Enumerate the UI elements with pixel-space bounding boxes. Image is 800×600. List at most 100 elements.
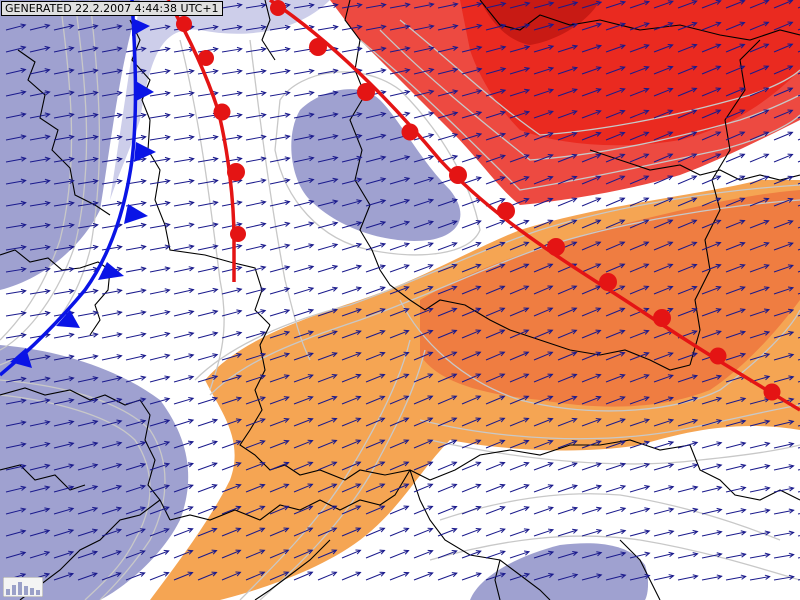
wind-arrow (533, 528, 555, 537)
wind-arrow (5, 376, 27, 383)
wind-arrow (317, 417, 338, 427)
border-line (19, 499, 161, 600)
wind-arrow (125, 462, 147, 471)
wind-arrow (725, 153, 746, 163)
wind-arrow (245, 2, 267, 9)
wind-arrow (581, 197, 602, 207)
wind-arrow (365, 220, 387, 229)
wind-arrow (53, 23, 75, 31)
wind-arrow (677, 441, 699, 449)
isoline (179, 39, 225, 391)
cold-front-symbols (10, 18, 156, 368)
wind-arrow (749, 87, 770, 97)
wind-arrow (437, 242, 458, 251)
wind-arrow (653, 241, 674, 251)
wind-arrow (341, 264, 363, 273)
wind-arrow (605, 307, 626, 317)
wind-arrow (77, 310, 99, 317)
wind-arrow (293, 243, 315, 251)
wind-arrow (221, 571, 242, 581)
wind-arrow (461, 220, 482, 229)
wind-arrow (509, 528, 530, 537)
wind-arrow (629, 241, 650, 251)
wind-arrow (29, 266, 51, 273)
wind-arrow (173, 484, 194, 493)
wind-arrow (389, 46, 411, 53)
wind-arrow (29, 354, 51, 361)
wind-arrow (341, 461, 362, 471)
wind-arrow (125, 134, 147, 141)
wind-arrow (77, 24, 99, 31)
legend-bars-icon[interactable] (3, 577, 43, 597)
wind-arrow (389, 351, 410, 361)
wind-arrow (53, 528, 75, 537)
wind-arrow (293, 374, 314, 383)
wind-arrow (581, 395, 602, 405)
wind-arrow (293, 90, 315, 97)
wind-arrow (173, 68, 195, 75)
wind-arrow (149, 178, 171, 185)
wind-arrow (77, 572, 98, 581)
wind-arrow (557, 417, 578, 427)
cold-front-triangle (124, 204, 148, 224)
wind-arrow (437, 329, 458, 339)
wind-arrow (725, 219, 746, 229)
wind-arrow (629, 529, 651, 537)
wind-arrow (341, 199, 363, 207)
wind-arrow (197, 24, 219, 31)
wind-arrow (341, 24, 363, 31)
wind-arrow (77, 112, 99, 119)
wind-arrow (5, 420, 27, 427)
wind-arrow (221, 287, 243, 295)
warm-front-semicircle (227, 163, 245, 181)
wind-arrow (533, 197, 554, 207)
wind-arrow (509, 154, 530, 163)
wind-arrow (77, 485, 99, 493)
wind-arrow (149, 266, 171, 273)
wind-arrow (725, 263, 746, 273)
wind-arrow (341, 571, 362, 581)
wind-arrow (197, 90, 219, 97)
wind-arrow (725, 43, 746, 53)
wind-arrow (53, 485, 75, 493)
wind-arrow (629, 307, 650, 317)
wind-arrow (605, 153, 626, 163)
wind-arrow (29, 398, 51, 405)
border-line (689, 444, 800, 501)
wind-arrow (101, 397, 123, 405)
wind-arrow (149, 484, 171, 493)
wind-arrow (341, 308, 362, 317)
warm-front-semicircle (230, 226, 246, 242)
wind-arrow (581, 131, 602, 141)
wind-arrow (245, 440, 266, 449)
wind-arrow (365, 242, 387, 251)
wind-arrow (533, 307, 554, 317)
wind-arrow (341, 221, 363, 229)
wind-arrow (605, 131, 626, 141)
border-line (589, 149, 800, 181)
wind-arrow (149, 90, 171, 97)
wind-arrow (221, 374, 243, 383)
border-line (254, 539, 331, 600)
wind-arrow (437, 220, 458, 229)
wind-arrow (605, 507, 627, 515)
wind-arrow (221, 46, 243, 53)
wind-arrow (485, 395, 506, 405)
wind-arrow (125, 353, 147, 361)
wind-arrow (5, 529, 27, 537)
wind-arrow (317, 527, 338, 537)
isoline (0, 0, 73, 341)
wind-arrow (653, 574, 675, 581)
wind-arrow (149, 46, 171, 53)
wind-arrow (725, 530, 747, 537)
wind-arrow (389, 329, 410, 339)
wind-arrow (605, 263, 626, 273)
wind-arrow (245, 374, 267, 383)
wind-arrow (413, 89, 435, 97)
wind-arrow (605, 44, 626, 53)
wind-arrow (149, 134, 171, 141)
wind-arrow (173, 309, 195, 317)
wind-arrow (749, 219, 770, 229)
wind-arrow (581, 329, 602, 339)
generated-timestamp: GENERATED 22.2.2007 4:44:38 UTC+1 (1, 1, 223, 16)
